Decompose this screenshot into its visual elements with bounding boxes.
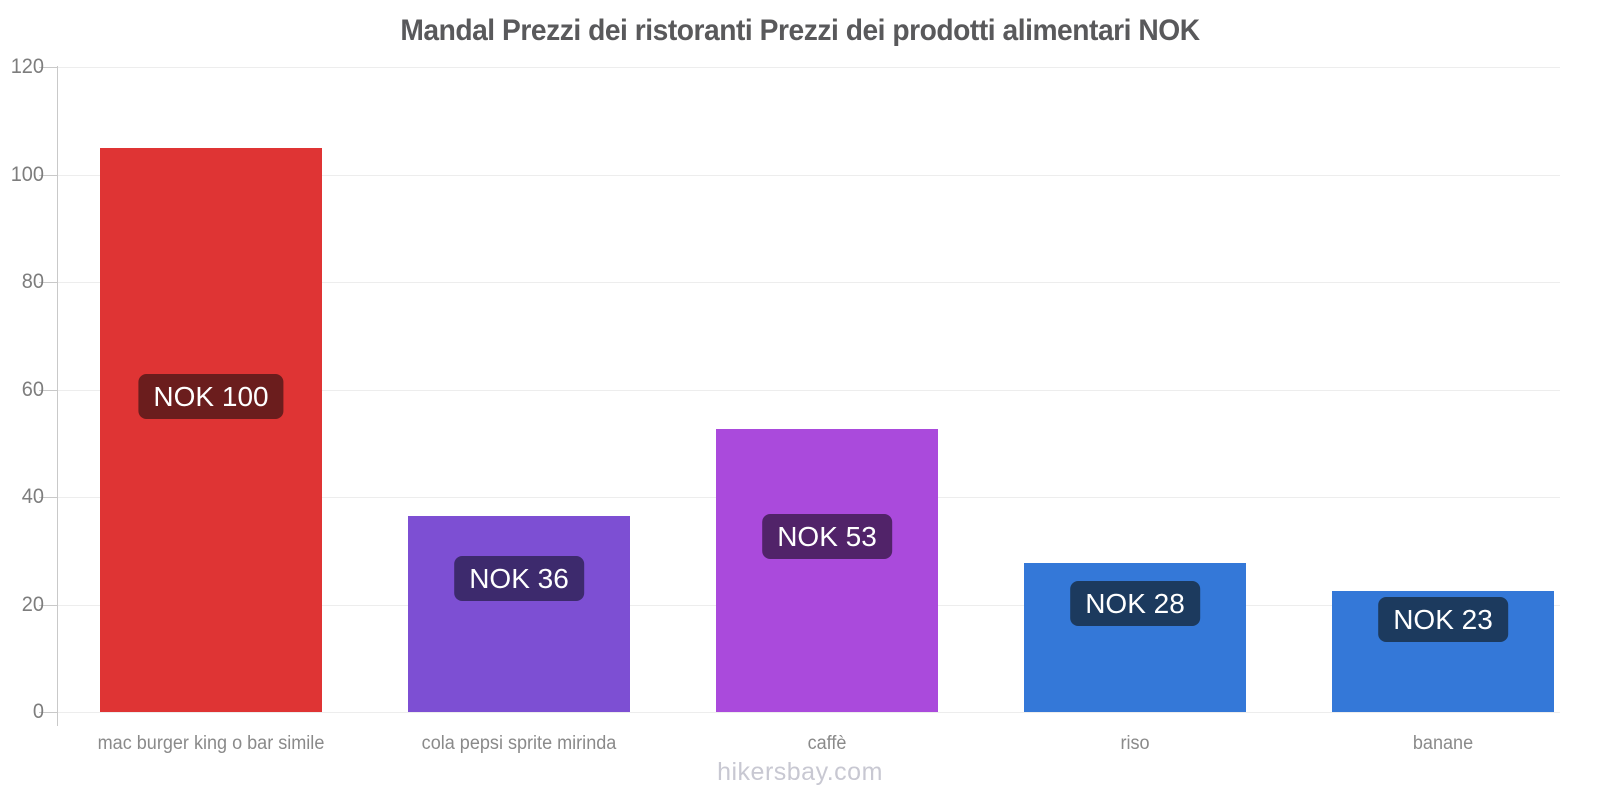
- gridline-60: [58, 389, 1560, 391]
- y-axis-label-120: 120: [10, 55, 45, 78]
- bar-caffè[interactable]: NOK 53: [716, 429, 938, 712]
- y-axis-label-80: 80: [21, 270, 44, 293]
- y-axis-label-40: 40: [21, 485, 44, 508]
- y-axis-label-60: 60: [21, 377, 44, 401]
- y-axis-label-100: 100: [10, 162, 45, 186]
- y-tick-120: [39, 67, 57, 68]
- y-tick-80: [39, 282, 57, 283]
- value-label-3: NOK 28: [1070, 581, 1200, 626]
- gridline-80: [58, 282, 1560, 283]
- bar-banane[interactable]: NOK 23: [1332, 591, 1554, 712]
- y-axis-line: [57, 66, 58, 726]
- value-label-4: NOK 23: [1378, 597, 1508, 642]
- y-tick-100: [39, 174, 57, 176]
- chart-title: Mandal Prezzi dei ristoranti Prezzi dei …: [400, 14, 1200, 47]
- y-tick-60: [39, 389, 57, 391]
- x-axis-label-1: cola pepsi sprite mirinda: [421, 733, 617, 754]
- y-axis-label-20: 20: [21, 592, 44, 616]
- gridline-0: [58, 712, 1560, 713]
- value-label-2: NOK 53: [762, 514, 892, 559]
- gridline-120: [58, 67, 1560, 68]
- y-tick-0: [39, 712, 57, 713]
- x-axis-label-0: mac burger king o bar simile: [97, 733, 325, 754]
- gridline-100: [58, 174, 1560, 176]
- x-axis-label-2: caffè: [807, 733, 847, 754]
- x-axis-label-4: banane: [1412, 733, 1474, 754]
- bar-mac-burger-king-o-bar-simile[interactable]: NOK 100: [100, 148, 322, 712]
- watermark-hikersbay: hikersbay.com: [717, 758, 883, 786]
- bar-riso[interactable]: NOK 28: [1024, 563, 1246, 712]
- y-tick-20: [39, 604, 57, 606]
- value-label-1: NOK 36: [454, 556, 584, 601]
- bar-cola-pepsi-sprite-mirinda[interactable]: NOK 36: [408, 516, 630, 712]
- x-axis-label-3: riso: [1120, 733, 1150, 754]
- y-axis-label-0: 0: [32, 700, 44, 723]
- value-label-0: NOK 100: [138, 374, 284, 419]
- y-tick-40: [39, 497, 57, 498]
